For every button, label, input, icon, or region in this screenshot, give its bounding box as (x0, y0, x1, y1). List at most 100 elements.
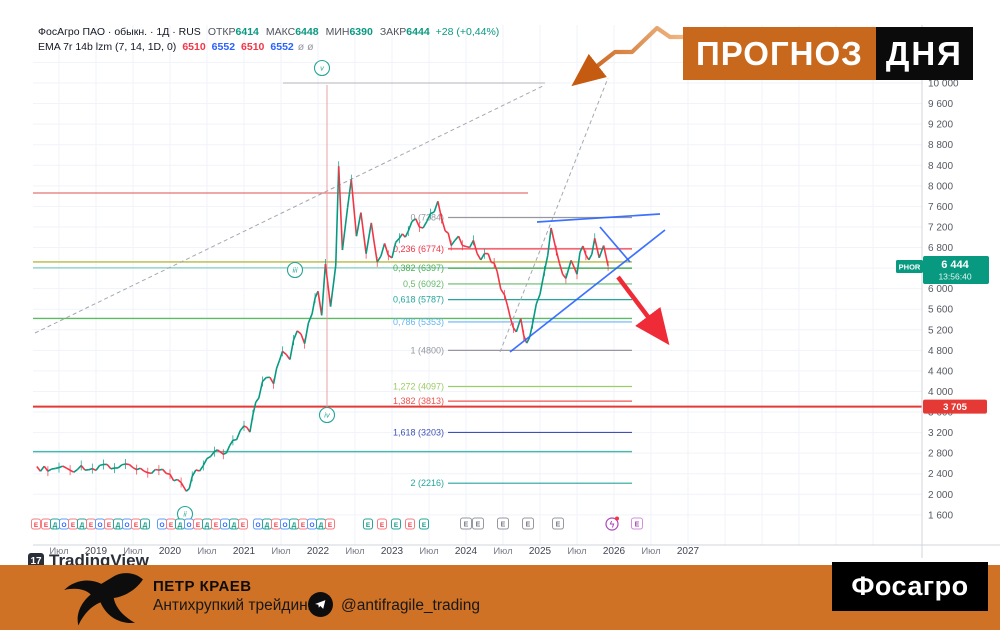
event-badge-shape (472, 517, 484, 530)
event-badge-letter: Е (635, 522, 640, 529)
price-chart-canvas[interactable]: 0 (7384) 0,236 (6774) 0,382 (6397) 0,5 (609… (0, 0, 1000, 565)
event-badge-letter: О (309, 522, 314, 529)
event-badge[interactable]: Е (41, 518, 51, 530)
candle-segment (450, 239, 456, 246)
candle-segment (162, 468, 167, 474)
candle-segment (350, 179, 358, 237)
event-badge[interactable]: О (307, 518, 317, 530)
price-tick-label: 8 400 (928, 161, 953, 172)
candle-segment (525, 336, 531, 344)
candle-segment (472, 240, 478, 254)
event-badge[interactable]: Е (238, 518, 248, 530)
candle-segment (255, 397, 260, 403)
event-badge-letter: О (159, 522, 164, 529)
candle-segment (278, 351, 284, 361)
event-badge[interactable]: Д (262, 518, 272, 530)
event-badge[interactable]: Е (522, 517, 534, 530)
event-badge[interactable]: Е (377, 518, 387, 530)
time-tick-label: Июл (493, 546, 512, 557)
candle-segment (531, 303, 538, 324)
event-badge[interactable]: Д (77, 518, 87, 530)
event-badge[interactable]: Е (405, 518, 415, 530)
candle-segment (222, 452, 227, 455)
candle-segment (383, 243, 390, 256)
event-badge[interactable]: Е (68, 518, 78, 530)
fib-label: 0,786 (5353) (393, 317, 444, 327)
ema-indicator-label[interactable]: EMA 7r 14b lzm (7, 14, 1D, 0) (38, 41, 177, 53)
telegram-icon[interactable] (308, 592, 333, 617)
candle-segment (490, 261, 495, 264)
price-tick-label: 5 200 (928, 325, 953, 336)
event-badge[interactable]: Е (497, 517, 509, 530)
event-badge[interactable]: Е (298, 518, 308, 530)
event-badge[interactable]: Д (140, 518, 150, 530)
candle-segment (311, 297, 316, 314)
event-badge[interactable]: О (280, 518, 290, 530)
event-badge[interactable]: Д (175, 518, 185, 530)
candle-segment (225, 445, 231, 454)
event-badge[interactable]: Е (363, 518, 373, 530)
event-badge[interactable]: Е (104, 518, 114, 530)
event-badge[interactable]: Е (31, 518, 41, 530)
ema-values: 6510 6552 6510 6552 (176, 41, 293, 53)
event-badge[interactable]: О (184, 518, 194, 530)
event-badge-shape (460, 517, 472, 530)
event-badge-letter: Д (205, 522, 210, 529)
fib-label: 1,382 (3813) (393, 396, 444, 406)
event-badge[interactable]: Е (193, 518, 203, 530)
candle-segment (307, 313, 313, 324)
event-badge[interactable]: Д (229, 518, 239, 530)
candle-segment (582, 245, 587, 256)
event-badge[interactable]: Е (631, 517, 643, 530)
candle-segment (117, 464, 123, 469)
candle-segment (289, 339, 295, 360)
event-badge[interactable]: Е (325, 518, 335, 530)
bird-logo-icon (64, 573, 143, 626)
event-badge[interactable]: О (95, 518, 105, 530)
event-badge[interactable]: Е (211, 518, 221, 530)
event-badge[interactable]: Е (131, 518, 141, 530)
event-badge[interactable]: Е (552, 517, 564, 530)
event-badge-letter: Е (366, 522, 371, 529)
candle-segment (355, 212, 362, 237)
telegram-handle[interactable]: @antifragile_trading (341, 597, 480, 614)
event-badge-letter: Е (394, 522, 399, 529)
event-badge[interactable]: О (253, 518, 263, 530)
candle-segment (136, 467, 141, 471)
event-badge[interactable]: Д (202, 518, 212, 530)
candle-segment (43, 465, 49, 472)
event-badge[interactable]: О (59, 518, 69, 530)
idea-flash-badge[interactable]: ϟ (605, 516, 619, 531)
event-badge[interactable]: Д (113, 518, 123, 530)
candle-segment (202, 458, 208, 466)
candle-segment (324, 263, 332, 307)
symbol-title[interactable]: ФосАгро ПАО · обыкн. · 1Д · RUS (38, 26, 201, 38)
event-badge-letter: О (222, 522, 227, 529)
event-badge[interactable]: Е (472, 517, 484, 530)
event-badge[interactable]: Д (289, 518, 299, 530)
candle-segment (258, 381, 264, 399)
candle-segment (440, 218, 447, 232)
candle-segment (476, 253, 482, 261)
event-badge[interactable]: О (157, 518, 167, 530)
time-tick-label: 2021 (233, 546, 256, 557)
event-badge[interactable]: Е (391, 518, 401, 530)
event-badge-shape (391, 518, 401, 530)
event-badge-shape (325, 518, 335, 530)
event-badge[interactable]: О (122, 518, 132, 530)
event-badge[interactable]: Е (86, 518, 96, 530)
candle-segment (576, 252, 581, 275)
event-badge[interactable]: О (220, 518, 230, 530)
event-badge[interactable]: Е (419, 518, 429, 530)
event-badge[interactable]: Д (316, 518, 326, 530)
event-badge[interactable]: Е (271, 518, 281, 530)
event-badge[interactable]: Е (166, 518, 176, 530)
candle-segment (334, 166, 340, 266)
candle-segment (480, 253, 486, 261)
event-badge[interactable]: Е (460, 517, 472, 530)
wave-marker: iv (318, 406, 336, 424)
event-badge[interactable]: Д (50, 518, 60, 530)
time-tick-label: Июл (49, 546, 68, 557)
candle-segment (519, 318, 525, 336)
candle-segment (398, 233, 404, 239)
